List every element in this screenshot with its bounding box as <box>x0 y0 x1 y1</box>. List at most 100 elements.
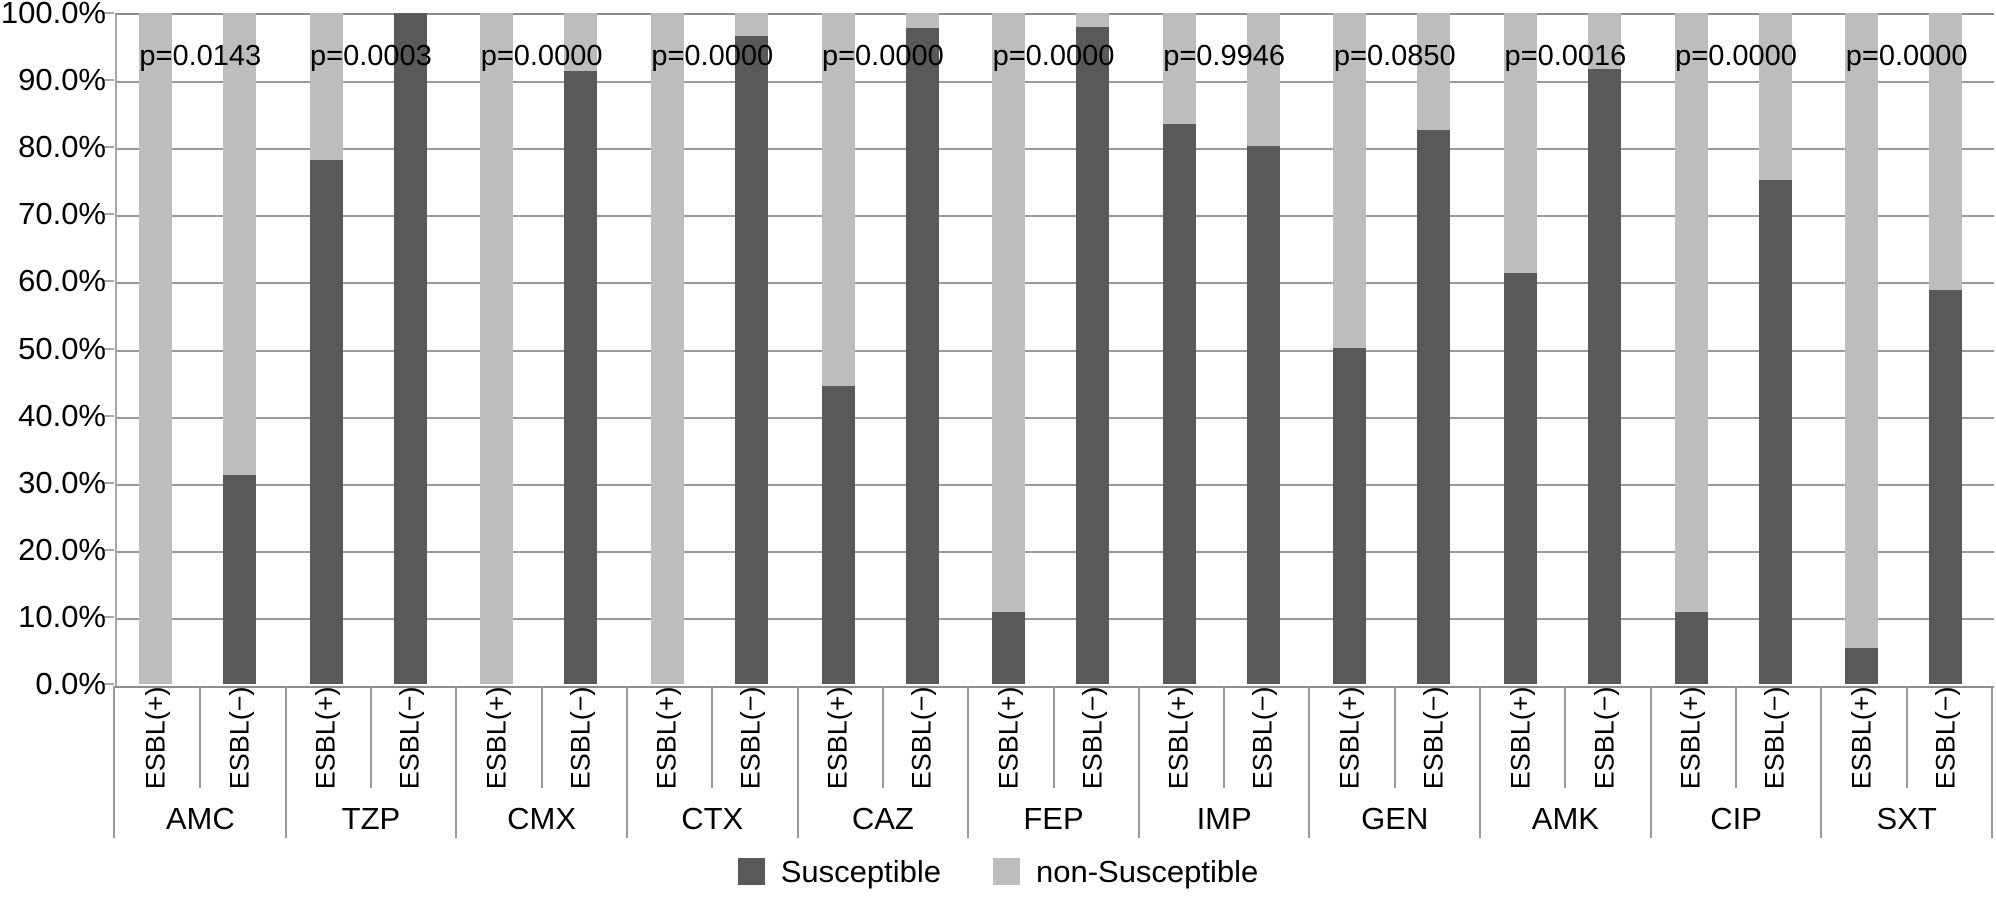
gridline <box>117 81 1994 84</box>
esbl-status-label: ESBL(−) <box>906 686 937 790</box>
bar-separator <box>881 686 884 788</box>
category-label-fep: FEP <box>1023 801 1084 836</box>
gridline <box>117 148 1994 151</box>
legend-swatch-non-susceptible <box>992 858 1020 885</box>
susceptible-segment <box>309 160 343 684</box>
bar-separator <box>1905 686 1908 788</box>
category-label-gen: GEN <box>1361 801 1429 836</box>
non-susceptible-segment <box>1417 13 1451 130</box>
susceptible-segment <box>1674 612 1708 684</box>
p-value-label: p=0.0000 <box>1675 40 1797 72</box>
legend: Susceptible non-Susceptible <box>0 856 1996 887</box>
category-label-tzp: TZP <box>341 801 401 836</box>
stacked-bar-imp-esbl-pos <box>1162 13 1196 684</box>
esbl-status-label: ESBL(+) <box>651 686 682 790</box>
stacked-bar-ctx-esbl-pos <box>650 13 684 684</box>
legend-label: Susceptible <box>780 854 941 889</box>
y-axis-tick-label: 30.0% <box>18 464 106 500</box>
category-label-amc: AMC <box>165 801 235 836</box>
legend-item-non-susceptible: non-Susceptible <box>992 854 1259 889</box>
p-value-label: p=0.0143 <box>139 40 262 72</box>
non-susceptible-segment <box>1333 13 1367 348</box>
non-susceptible-segment <box>1162 13 1196 124</box>
y-axis-tick-label: 60.0% <box>18 263 106 299</box>
esbl-status-label: ESBL(−) <box>1930 686 1961 790</box>
y-axis-tick <box>104 683 114 685</box>
stacked-bar-gen-esbl-neg <box>1417 13 1451 684</box>
p-value-label: p=0.9946 <box>1163 40 1285 72</box>
p-value-label: p=0.0000 <box>480 40 603 72</box>
category-separator <box>796 686 799 838</box>
y-axis-tick <box>104 347 114 350</box>
bar-separator <box>369 686 372 788</box>
bar-separator <box>1393 686 1396 788</box>
esbl-status-label: ESBL(+) <box>1505 686 1536 790</box>
susceptible-segment <box>734 36 768 684</box>
category-separator <box>967 686 970 838</box>
non-susceptible-segment <box>821 13 855 386</box>
non-susceptible-segment <box>905 13 939 28</box>
non-susceptible-segment <box>564 13 598 71</box>
y-axis-tick <box>104 548 114 551</box>
bar-separator <box>1052 686 1055 788</box>
stacked-bar-amk-esbl-neg <box>1588 13 1622 684</box>
category-label-imp: IMP <box>1196 801 1252 836</box>
legend-label: non-Susceptible <box>1035 854 1259 889</box>
stacked-bar-fep-esbl-pos <box>992 13 1026 684</box>
esbl-status-label: ESBL(+) <box>140 686 170 790</box>
y-axis-tick-label: 70.0% <box>18 196 106 232</box>
gridline <box>117 349 1994 352</box>
bar-separator <box>1735 686 1738 788</box>
esbl-status-label: ESBL(−) <box>224 686 254 790</box>
susceptible-segment <box>1162 124 1196 684</box>
esbl-status-label: ESBL(+) <box>1163 686 1194 790</box>
susceptible-segment <box>1246 146 1280 684</box>
category-separator <box>1137 686 1140 838</box>
susceptible-segment <box>1504 273 1538 684</box>
stacked-bar-ctx-esbl-neg <box>734 13 768 684</box>
bar-separator <box>199 686 202 788</box>
gridline <box>117 617 1994 620</box>
non-susceptible-segment <box>1674 13 1708 612</box>
susceptible-segment <box>223 475 256 684</box>
non-susceptible-segment <box>1845 13 1879 648</box>
bar-separator <box>1564 686 1567 788</box>
susceptible-segment <box>992 612 1026 684</box>
esbl-status-label: ESBL(−) <box>565 686 596 790</box>
category-separator <box>1479 686 1482 838</box>
bar-separator <box>1223 686 1226 788</box>
stacked-bar-cip-esbl-pos <box>1674 13 1708 684</box>
stacked-bar-caz-esbl-pos <box>821 13 855 684</box>
esbl-status-label: ESBL(−) <box>1759 686 1790 790</box>
stacked-bar-sxt-esbl-neg <box>1929 13 1963 684</box>
esbl-status-label: ESBL(+) <box>310 686 341 790</box>
y-axis-tick-label: 90.0% <box>18 62 106 98</box>
susceptible-segment <box>1588 69 1622 684</box>
category-separator <box>1649 686 1652 838</box>
gridline <box>117 483 1994 486</box>
esbl-status-label: ESBL(−) <box>1077 686 1108 790</box>
y-axis-tick <box>104 280 114 283</box>
stacked-bar-gen-esbl-pos <box>1333 13 1367 684</box>
category-label-caz: CAZ <box>851 801 914 836</box>
y-axis-tick <box>104 79 114 82</box>
non-susceptible-segment <box>734 13 768 36</box>
susceptible-segment <box>1758 180 1792 684</box>
susceptible-segment <box>1333 348 1367 684</box>
y-axis-tick-label: 80.0% <box>18 129 106 165</box>
non-susceptible-segment <box>650 13 684 684</box>
bar-separator <box>711 686 714 788</box>
esbl-status-label: ESBL(−) <box>1247 686 1278 790</box>
gridline <box>117 215 1994 218</box>
esbl-status-label: ESBL(+) <box>1675 686 1706 790</box>
p-value-label: p=0.0000 <box>992 40 1115 72</box>
category-label-cip: CIP <box>1710 801 1762 836</box>
y-axis-tick-label: 40.0% <box>18 397 106 433</box>
esbl-status-label: ESBL(−) <box>735 686 766 790</box>
y-axis-tick-label: 0.0% <box>35 666 106 701</box>
p-value-label: p=0.0000 <box>651 40 774 72</box>
non-susceptible-segment <box>223 13 256 475</box>
stacked-bar-amc-esbl-pos <box>139 13 172 684</box>
susceptible-segment <box>821 386 855 684</box>
non-susceptible-segment <box>1246 13 1280 146</box>
